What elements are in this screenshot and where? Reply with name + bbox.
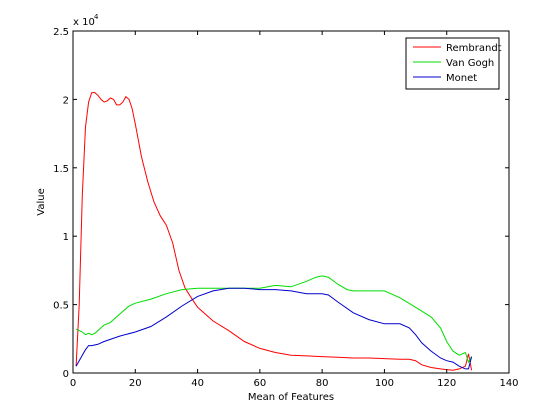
x-tick-label: 60 [253, 378, 266, 389]
x-tick-label: 80 [316, 378, 329, 389]
y-tick-label: 2 [63, 95, 69, 106]
x-tick-label: 100 [375, 378, 394, 389]
y-axis-label: Value [36, 188, 47, 215]
series-layer [75, 92, 473, 371]
y-tick-label: 1.5 [53, 164, 69, 175]
x-tick-label: 120 [437, 378, 456, 389]
series-line-rembrandt [75, 92, 473, 371]
series-line-van-gogh [75, 275, 473, 364]
x-tick-label: 20 [129, 378, 142, 389]
x-tick-label: 140 [499, 378, 518, 389]
legend: Rembrandt Van Gogh Monet [405, 37, 502, 90]
x-tick-label: 40 [191, 378, 204, 389]
y-tick-label: 0 [63, 369, 69, 380]
y-tick-label: 2.5 [53, 27, 69, 38]
y-tick-label: 0.5 [53, 301, 69, 312]
y-tick-label: 1 [63, 232, 69, 243]
x-axis-label: Mean of Features [248, 392, 334, 403]
legend-label-monet: Monet [446, 73, 477, 84]
series-line-monet [75, 287, 473, 370]
x-tick-label: 0 [70, 378, 76, 389]
ticks-layer: 0 20 40 60 80 100 120 140 0 0.5 1 1.5 2 2.5 [53, 27, 518, 389]
y-multiplier-exponent: 4 [94, 13, 99, 21]
y-multiplier-base: x 10 [73, 17, 95, 28]
legend-label-van-gogh: Van Gogh [446, 58, 494, 69]
legend-label-rembrandt: Rembrandt [446, 43, 502, 54]
